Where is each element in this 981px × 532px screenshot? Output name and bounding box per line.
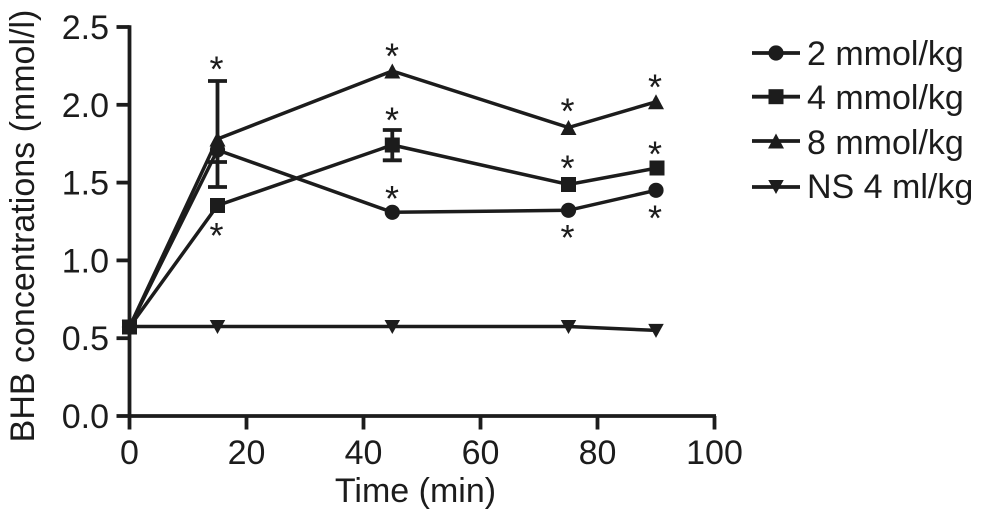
svg-text:*: * — [385, 100, 399, 141]
svg-text:1.5: 1.5 — [62, 165, 109, 203]
svg-text:*: * — [648, 197, 662, 238]
svg-text:20: 20 — [228, 434, 266, 472]
svg-text:4 mmol/kg: 4 mmol/kg — [807, 79, 964, 117]
svg-text:0.5: 0.5 — [62, 320, 109, 358]
svg-text:*: * — [385, 178, 399, 219]
svg-text:*: * — [560, 217, 574, 258]
svg-text:BHB concentrations (mmol/l): BHB concentrations (mmol/l) — [4, 10, 42, 443]
svg-text:0: 0 — [120, 434, 139, 472]
svg-text:0.0: 0.0 — [62, 398, 109, 436]
svg-text:2.0: 2.0 — [62, 87, 109, 125]
svg-text:8 mmol/kg: 8 mmol/kg — [807, 124, 964, 162]
svg-text:2.5: 2.5 — [62, 9, 109, 47]
svg-text:Time (min): Time (min) — [335, 472, 496, 510]
svg-text:*: * — [560, 91, 574, 132]
svg-text:*: * — [385, 36, 399, 77]
svg-text:100: 100 — [686, 434, 743, 472]
svg-text:*: * — [648, 67, 662, 108]
svg-text:*: * — [209, 215, 223, 256]
svg-text:40: 40 — [345, 434, 383, 472]
svg-text:1.0: 1.0 — [62, 242, 109, 280]
svg-text:*: * — [648, 133, 662, 174]
svg-text:*: * — [209, 49, 223, 90]
svg-text:60: 60 — [462, 434, 500, 472]
svg-text:2 mmol/kg: 2 mmol/kg — [807, 35, 964, 73]
svg-text:80: 80 — [579, 434, 617, 472]
svg-text:*: * — [560, 148, 574, 189]
svg-text:NS 4 ml/kg: NS 4 ml/kg — [807, 168, 973, 206]
